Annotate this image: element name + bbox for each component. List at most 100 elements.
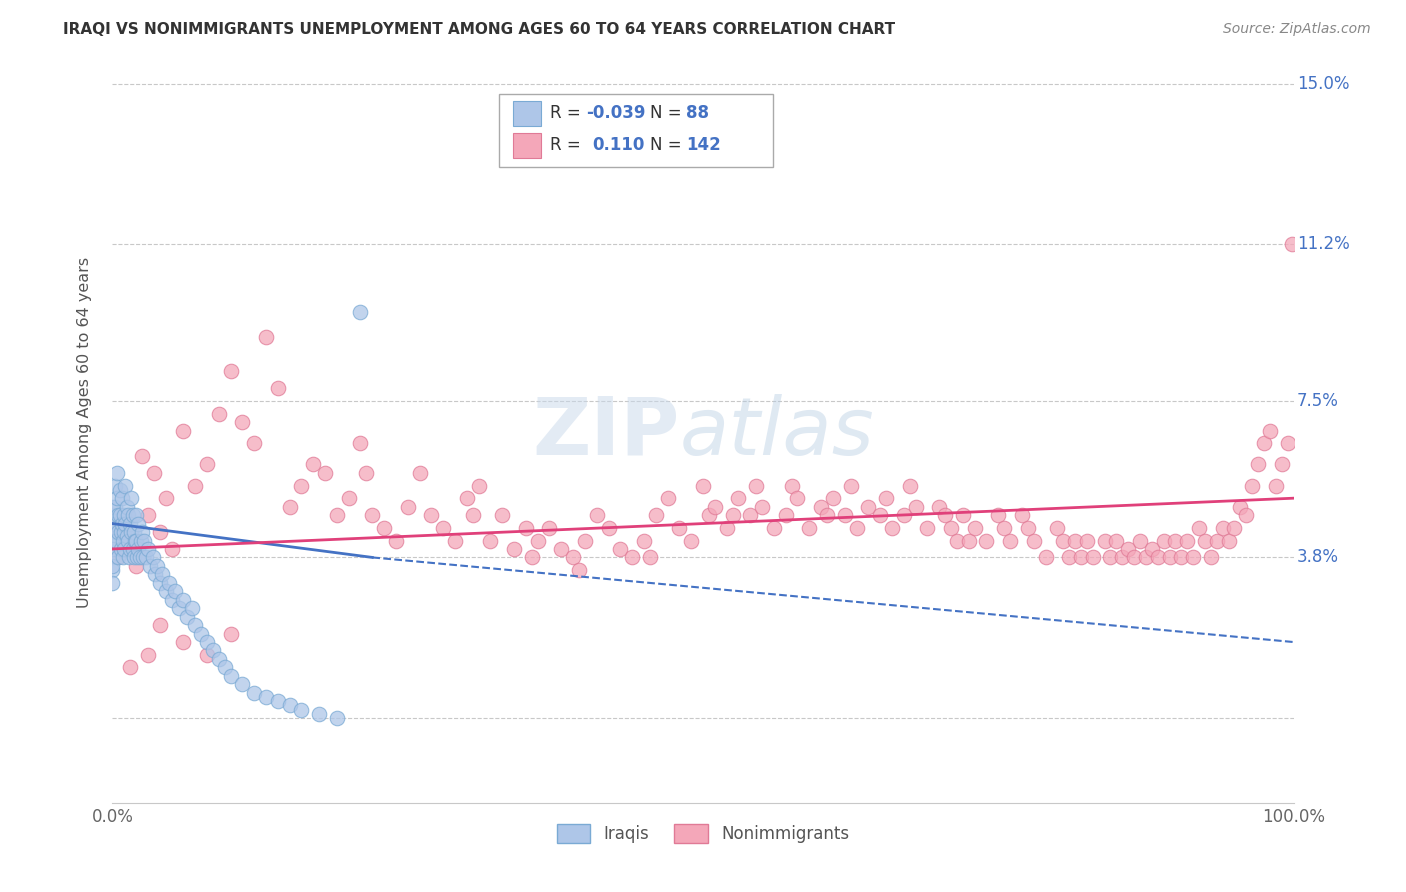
Point: [122, 524, 145, 539]
Point: [112, 533, 135, 548]
Point: [107, 550, 129, 565]
Point: [515, 521, 537, 535]
Point: [598, 521, 620, 535]
Point: [112, 550, 135, 565]
Text: IRAQI VS NONIMMIGRANTS UNEMPLOYMENT AMONG AGES 60 TO 64 YEARS CORRELATION CHART: IRAQI VS NONIMMIGRANTS UNEMPLOYMENT AMON…: [63, 22, 896, 37]
Point: [243, 436, 266, 450]
Point: [716, 521, 738, 535]
Point: [120, 516, 142, 531]
Point: [195, 458, 218, 472]
Point: [155, 491, 177, 506]
Point: [585, 508, 607, 522]
Point: [845, 521, 868, 535]
Point: [105, 491, 128, 506]
Point: [157, 575, 180, 590]
Point: [1234, 508, 1257, 522]
Point: [149, 575, 172, 590]
Point: [139, 558, 162, 573]
Point: [939, 521, 962, 535]
Point: [668, 521, 690, 535]
Point: [308, 706, 330, 721]
Point: [1271, 458, 1294, 472]
Point: [136, 541, 159, 556]
Point: [1140, 541, 1163, 556]
Point: [928, 500, 950, 514]
Point: [1057, 550, 1080, 565]
Point: [491, 508, 513, 522]
Point: [124, 533, 146, 548]
Point: [180, 601, 202, 615]
Text: Source: ZipAtlas.com: Source: ZipAtlas.com: [1223, 22, 1371, 37]
Point: [129, 533, 152, 548]
Point: [134, 533, 156, 548]
Text: R =: R =: [550, 104, 586, 122]
Point: [574, 533, 596, 548]
Point: [976, 533, 998, 548]
Point: [775, 508, 797, 522]
Point: [101, 541, 124, 556]
Point: [432, 521, 454, 535]
Point: [208, 652, 231, 666]
Point: [290, 703, 312, 717]
Point: [143, 567, 166, 582]
Point: [998, 533, 1021, 548]
Point: [904, 500, 927, 514]
Point: [112, 524, 135, 539]
Point: [361, 508, 384, 522]
Point: [858, 500, 880, 514]
Point: [946, 533, 969, 548]
Point: [127, 550, 149, 565]
Point: [219, 626, 242, 640]
Point: [142, 466, 165, 480]
Point: [101, 575, 124, 590]
Point: [751, 500, 773, 514]
Point: [219, 669, 242, 683]
Point: [479, 533, 502, 548]
Point: [1081, 550, 1104, 565]
Point: [834, 508, 856, 522]
Point: [302, 458, 325, 472]
Point: [1281, 237, 1303, 252]
Point: [762, 521, 785, 535]
Text: N =: N =: [650, 136, 686, 154]
Point: [1264, 478, 1286, 492]
Point: [697, 508, 720, 522]
Point: [703, 500, 725, 514]
Point: [165, 584, 187, 599]
Point: [1218, 533, 1240, 548]
Point: [1229, 500, 1251, 514]
Point: [1116, 541, 1139, 556]
Point: [526, 533, 548, 548]
Point: [131, 524, 153, 539]
Text: ZIP: ZIP: [531, 393, 679, 472]
Point: [1123, 550, 1146, 565]
Point: [267, 694, 290, 708]
Point: [638, 550, 661, 565]
Point: [456, 491, 478, 506]
Point: [101, 500, 124, 514]
Point: [1212, 521, 1234, 535]
Point: [326, 508, 349, 522]
Point: [875, 491, 897, 506]
Point: [520, 550, 543, 565]
Point: [1076, 533, 1098, 548]
Point: [657, 491, 679, 506]
Point: [176, 609, 198, 624]
Point: [538, 521, 561, 535]
Point: [1258, 424, 1281, 438]
Text: N =: N =: [650, 104, 686, 122]
Point: [278, 698, 301, 713]
Point: [799, 521, 821, 535]
Point: [214, 660, 236, 674]
Point: [461, 508, 484, 522]
Point: [101, 558, 124, 573]
Point: [115, 529, 138, 543]
Point: [740, 508, 762, 522]
Point: [117, 508, 139, 522]
Point: [101, 533, 124, 548]
Point: [963, 521, 986, 535]
Point: [101, 524, 124, 539]
Point: [127, 516, 149, 531]
Point: [356, 466, 378, 480]
Point: [1153, 533, 1175, 548]
